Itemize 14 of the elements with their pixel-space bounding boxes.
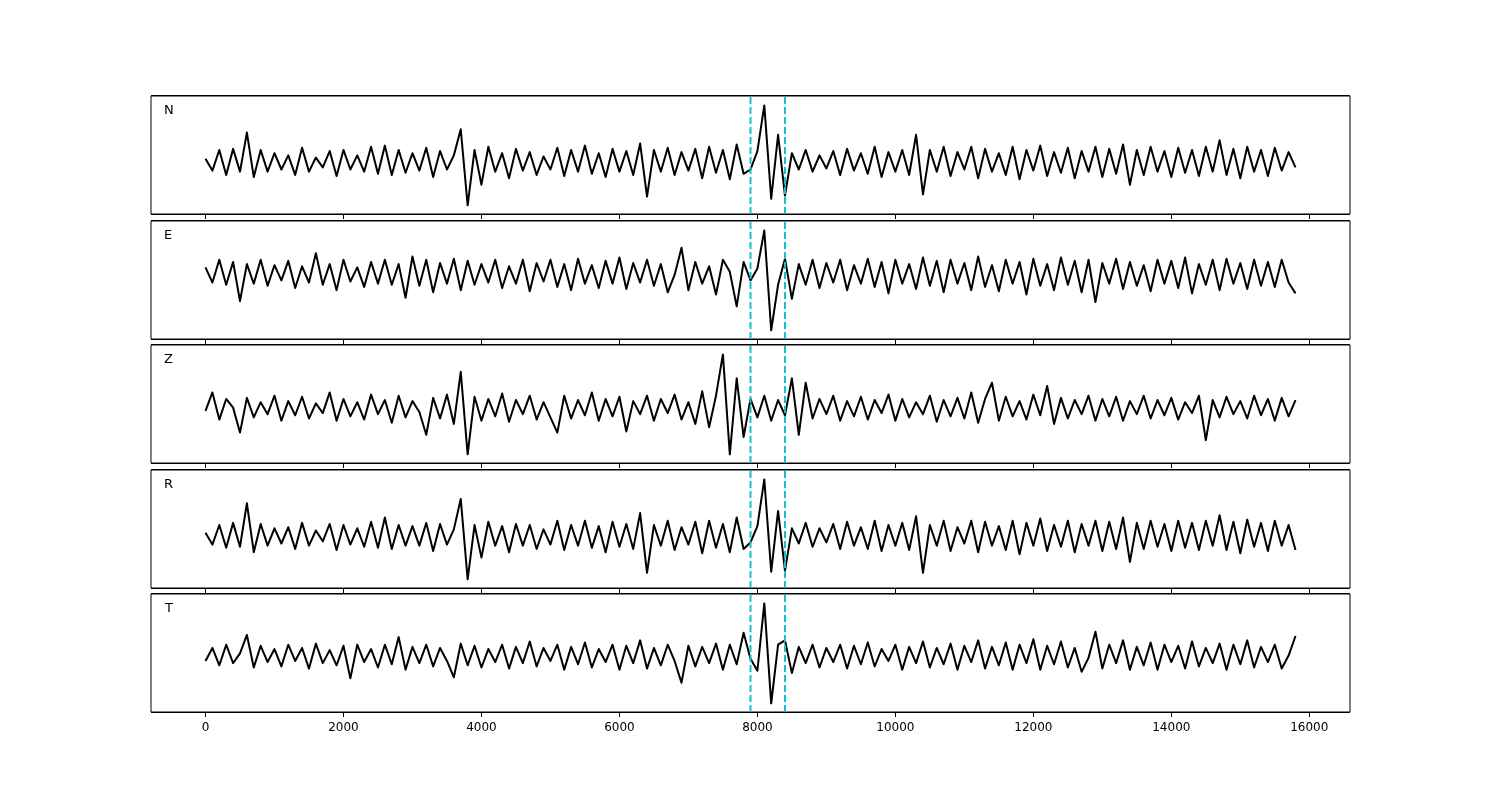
x-tick-label: 0 xyxy=(201,720,210,735)
annotation: T xyxy=(164,600,173,615)
annotation: N xyxy=(164,102,174,117)
x-tick-label: 14000 xyxy=(1152,720,1191,735)
x-tick-label: 4000 xyxy=(466,720,497,735)
x-tick-label: 8000 xyxy=(742,720,773,735)
x-tick-label: 10000 xyxy=(876,720,915,735)
x-tick-label: 2000 xyxy=(328,720,359,735)
x-tick-label: 12000 xyxy=(1014,720,1053,735)
annotation: R xyxy=(164,475,174,491)
x-tick-label: 6000 xyxy=(604,720,635,735)
x-tick-label: 16000 xyxy=(1290,720,1329,735)
annotation: E xyxy=(164,226,173,242)
annotation: Z xyxy=(164,351,173,366)
